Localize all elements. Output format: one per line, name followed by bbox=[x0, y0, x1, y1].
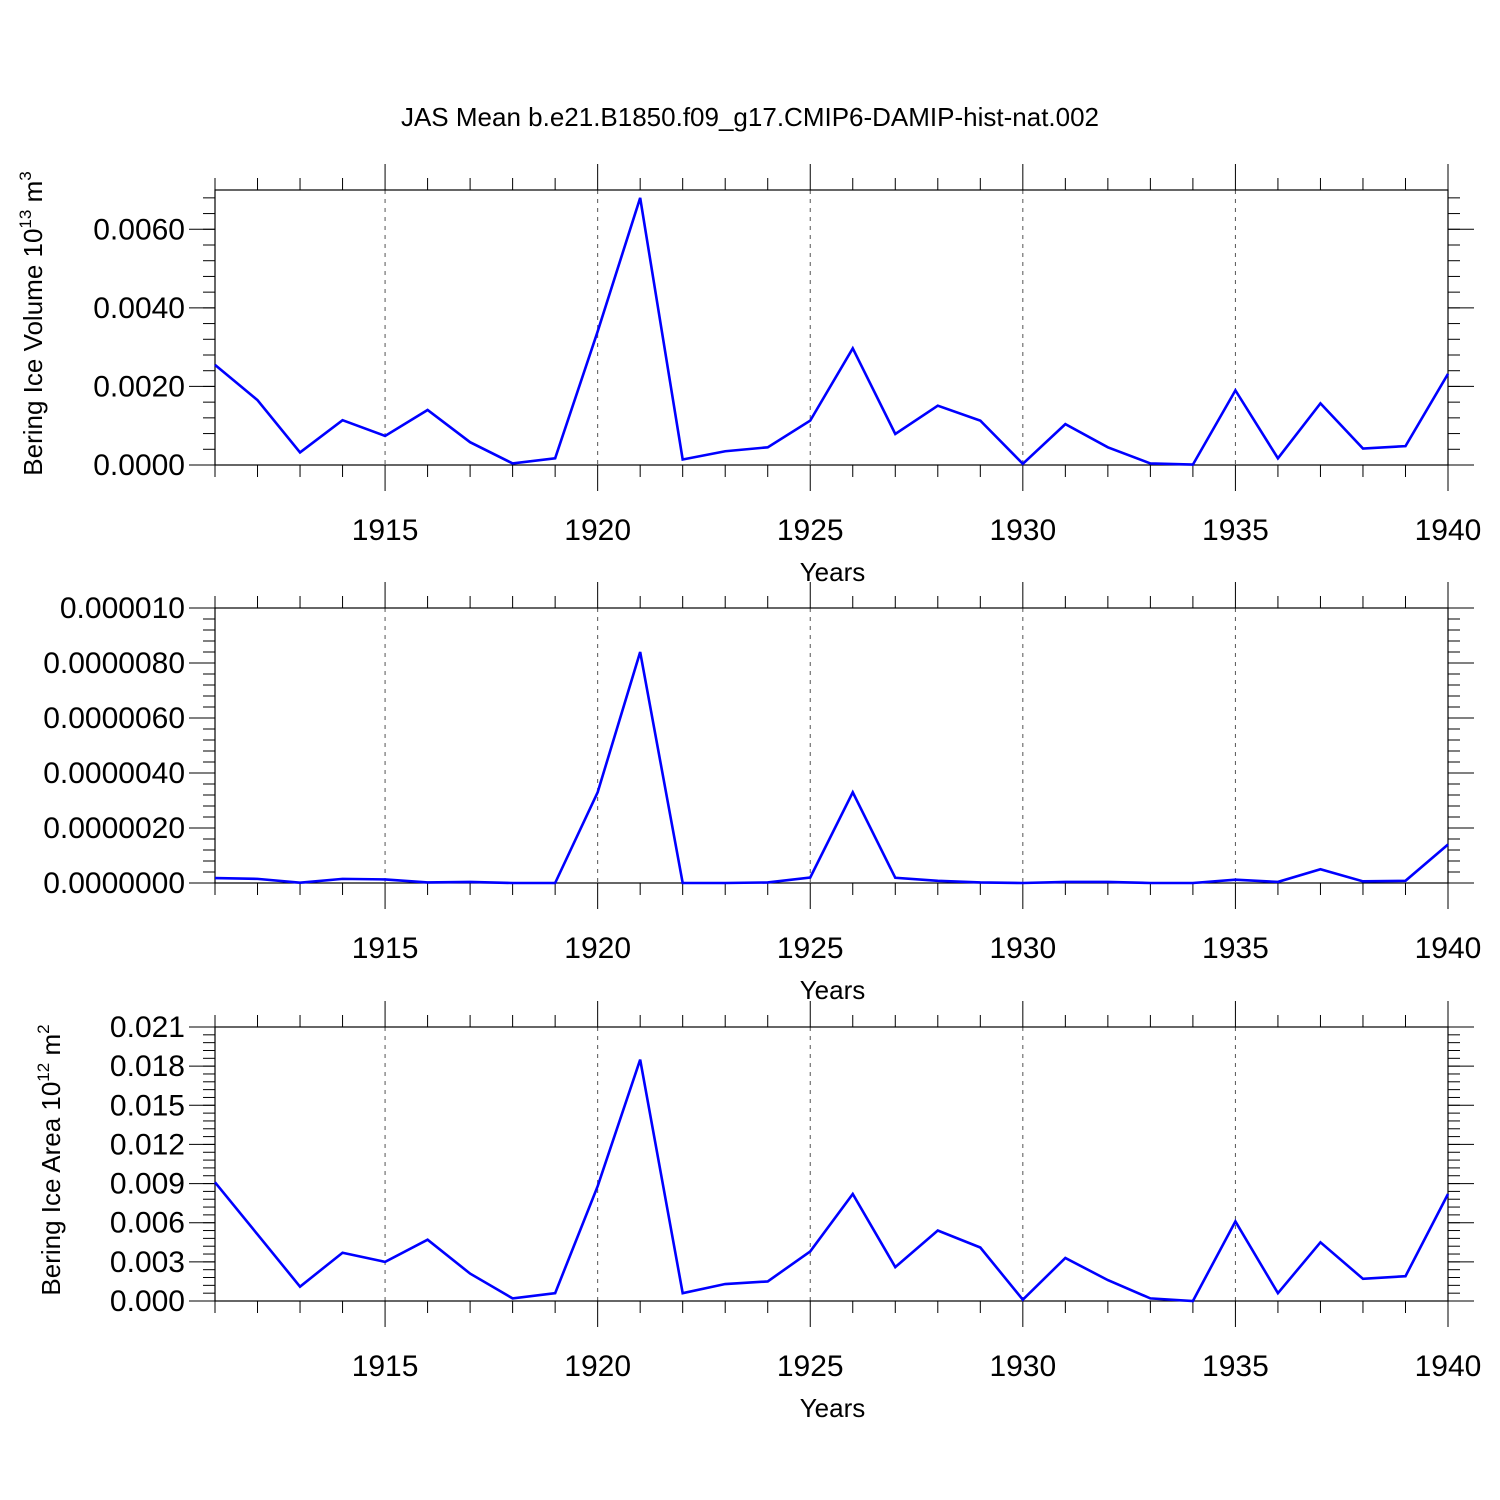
y-tick-label: 0.0000020 bbox=[43, 812, 185, 845]
y-tick-label: 0.0000080 bbox=[43, 647, 185, 680]
x-tick-label: 1935 bbox=[1202, 514, 1269, 547]
x-tick-label: 1915 bbox=[352, 514, 419, 547]
panel-3: 0.000 0.003 0.006 0.009 0.012 0.015 0.018 0.021… bbox=[34, 1001, 1481, 1423]
x-tick-label: 1925 bbox=[777, 932, 844, 965]
y-tick-label: 0.000010 bbox=[60, 592, 185, 625]
y-axis-label: Bering Ice Volume 1013 m3 bbox=[16, 171, 48, 475]
x-tick-label: 1935 bbox=[1202, 932, 1269, 965]
plot-frame bbox=[214, 1026, 1449, 1302]
x-tick-label: 1940 bbox=[1415, 514, 1482, 547]
panel-2: 0.0000000 0.0000020 0.0000040 0.0000060 0.00… bbox=[43, 582, 1481, 1005]
panels: 0.0000 0.0020 0.0040 0.0060 1915 1920 1925 1930… bbox=[16, 164, 1481, 1423]
y-tick-label: 0.0000000 bbox=[43, 867, 185, 900]
x-tick-label: 1940 bbox=[1415, 932, 1482, 965]
x-tick-label: 1940 bbox=[1415, 1350, 1482, 1383]
y-axis-label: Bering Ice Area 1012 m2 bbox=[34, 1024, 66, 1295]
y-tick-label: 0.0040 bbox=[93, 292, 185, 325]
series-line bbox=[214, 651, 1449, 885]
x-tick-label: 1920 bbox=[564, 514, 631, 547]
x-tick-label: 1930 bbox=[989, 932, 1056, 965]
y-tick-label: 0.0000 bbox=[93, 449, 185, 482]
plot-frame bbox=[214, 607, 1449, 884]
y-tick-label: 0.018 bbox=[110, 1050, 185, 1083]
y-tick-label: 0.0000060 bbox=[43, 702, 185, 735]
panel-1: 0.0000 0.0020 0.0040 0.0060 1915 1920 1925 1930… bbox=[16, 164, 1481, 587]
x-tick-label: 1920 bbox=[564, 1350, 631, 1383]
y-tick-label: 0.012 bbox=[110, 1128, 185, 1161]
x-axis-label: Years bbox=[800, 557, 866, 587]
x-tick-label: 1915 bbox=[352, 1350, 419, 1383]
x-tick-label: 1915 bbox=[352, 932, 419, 965]
y-tick-label: 0.021 bbox=[110, 1011, 185, 1044]
y-tick-label: 0.009 bbox=[110, 1168, 185, 1201]
y-tick-label: 0.0000040 bbox=[43, 757, 185, 790]
series-line bbox=[214, 197, 1450, 466]
y-tick-label: 0.0060 bbox=[93, 213, 185, 246]
x-tick-label: 1930 bbox=[989, 1350, 1056, 1383]
x-axis-label: Years bbox=[800, 1393, 866, 1423]
plot-frame bbox=[214, 189, 1449, 466]
x-tick-label: 1930 bbox=[989, 514, 1056, 547]
x-tick-label: 1925 bbox=[777, 514, 844, 547]
x-tick-label: 1925 bbox=[777, 1350, 844, 1383]
y-tick-label: 0.0020 bbox=[93, 370, 185, 403]
series-line bbox=[213, 1059, 1450, 1303]
y-tick-label: 0.006 bbox=[110, 1207, 185, 1240]
x-axis-label: Years bbox=[800, 975, 866, 1005]
x-tick-label: 1935 bbox=[1202, 1350, 1269, 1383]
y-tick-label: 0.015 bbox=[110, 1089, 185, 1122]
y-tick-label: 0.000 bbox=[110, 1285, 185, 1318]
y-tick-label: 0.003 bbox=[110, 1246, 185, 1279]
x-tick-label: 1920 bbox=[564, 932, 631, 965]
chart-title: JAS Mean b.e21.B1850.f09_g17.CMIP6-DAMIP… bbox=[401, 102, 1099, 132]
